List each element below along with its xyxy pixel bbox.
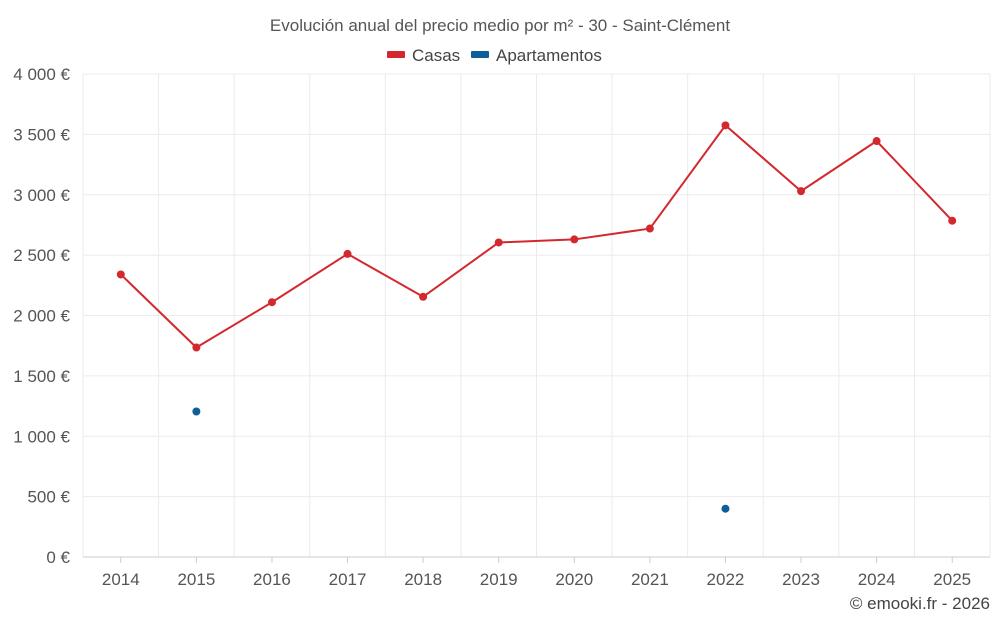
x-tick-label: 2019 [480, 570, 518, 589]
y-tick-label: 3 000 € [13, 186, 70, 205]
data-point-casas-2017[interactable] [343, 249, 352, 258]
data-point-casas-2022[interactable] [721, 121, 730, 130]
x-tick-label: 2025 [933, 570, 971, 589]
data-point-casas-2023[interactable] [797, 187, 806, 196]
y-tick-label: 0 € [46, 548, 70, 567]
y-tick-label: 1 000 € [13, 427, 70, 446]
x-tick-label: 2016 [253, 570, 291, 589]
data-point-casas-2024[interactable] [872, 137, 881, 146]
x-tick-label: 2020 [555, 570, 593, 589]
x-tick-label: 2017 [329, 570, 367, 589]
series-line-casas [120, 124, 953, 349]
y-axis: 0 € 500 € 1 000 € 1 500 € 2 000 € 2 500 € 3 00… [13, 65, 70, 567]
x-tick-label: 2021 [631, 570, 669, 589]
x-tick-label: 2014 [102, 570, 140, 589]
y-tick-label: 2 000 € [13, 307, 70, 326]
legend-label-apartamentos: Apartamentos [496, 46, 602, 65]
x-tick-label: 2023 [782, 570, 820, 589]
legend-swatch-apartamentos [471, 51, 489, 58]
x-tick-label: 2022 [707, 570, 745, 589]
credit: © emooki.fr - 2026 [850, 594, 990, 613]
y-tick-label: 4 000 € [13, 65, 70, 84]
data-point-apartamentos-2015[interactable] [192, 407, 201, 416]
legend-swatch-casas [387, 51, 405, 58]
chart-title: Evolución anual del precio medio por m² … [270, 16, 730, 35]
data-point-casas-2025[interactable] [948, 216, 957, 225]
series-apartamentos [192, 407, 730, 513]
legend: Casas Apartamentos [387, 46, 602, 65]
x-tick-label: 2018 [404, 570, 442, 589]
data-point-casas-2021[interactable] [645, 224, 654, 233]
x-axis: 2014 2015 2016 2017 2018 2019 2020 2021 2022 2023… [83, 556, 990, 589]
y-tick-label: 500 € [27, 488, 70, 507]
data-point-casas-2019[interactable] [494, 238, 503, 247]
data-point-apartamentos-2022[interactable] [721, 504, 730, 513]
y-tick-label: 3 500 € [13, 125, 70, 144]
series [116, 121, 957, 513]
y-tick-label: 1 500 € [13, 367, 70, 386]
data-point-casas-2014[interactable] [116, 270, 125, 279]
data-point-casas-2016[interactable] [267, 298, 276, 307]
x-tick-label: 2015 [177, 570, 215, 589]
data-point-casas-2015[interactable] [192, 343, 201, 352]
legend-item-apartamentos[interactable]: Apartamentos [471, 46, 602, 65]
data-point-casas-2018[interactable] [419, 292, 428, 301]
grid [82, 73, 991, 557]
x-tick-label: 2024 [858, 570, 896, 589]
y-tick-label: 2 500 € [13, 246, 70, 265]
series-casas [116, 121, 957, 352]
legend-item-casas[interactable]: Casas [387, 46, 460, 65]
data-point-casas-2020[interactable] [570, 235, 579, 244]
legend-label-casas: Casas [412, 46, 460, 65]
